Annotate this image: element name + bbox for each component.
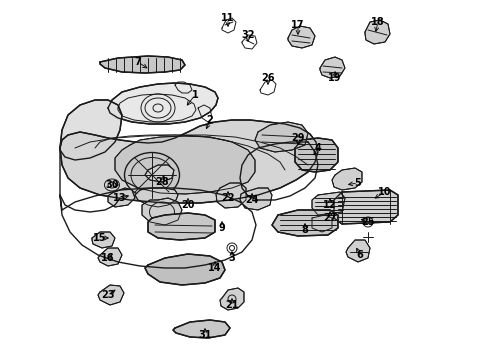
Polygon shape [365, 20, 390, 44]
Polygon shape [145, 165, 174, 182]
Polygon shape [255, 122, 308, 152]
Text: 8: 8 [301, 225, 308, 235]
Polygon shape [216, 183, 246, 208]
Text: 22: 22 [221, 193, 235, 203]
Text: 13: 13 [113, 193, 127, 203]
Text: 17: 17 [291, 20, 305, 30]
Text: 21: 21 [225, 300, 239, 310]
Polygon shape [108, 188, 135, 207]
Polygon shape [312, 192, 345, 215]
Text: 4: 4 [315, 143, 321, 153]
Text: 15: 15 [93, 233, 107, 243]
Text: 23: 23 [101, 290, 115, 300]
Text: 29: 29 [291, 133, 305, 143]
Polygon shape [173, 320, 230, 338]
Text: 10: 10 [378, 187, 392, 197]
Text: 18: 18 [371, 17, 385, 27]
Polygon shape [288, 26, 315, 48]
Text: 7: 7 [135, 57, 142, 67]
Polygon shape [220, 288, 244, 310]
Text: 14: 14 [208, 263, 222, 273]
Text: 32: 32 [241, 30, 255, 40]
Text: 2: 2 [207, 115, 213, 125]
Polygon shape [135, 188, 178, 207]
Text: 24: 24 [245, 195, 259, 205]
Text: 27: 27 [323, 213, 337, 223]
Text: 3: 3 [229, 253, 235, 263]
Polygon shape [295, 138, 338, 172]
Polygon shape [148, 213, 215, 240]
Polygon shape [108, 83, 218, 124]
Text: 20: 20 [181, 200, 195, 210]
Text: 16: 16 [101, 253, 115, 263]
Polygon shape [98, 248, 122, 266]
Polygon shape [272, 210, 338, 236]
Text: 30: 30 [105, 180, 119, 190]
Text: 6: 6 [357, 250, 364, 260]
Text: 31: 31 [198, 330, 212, 340]
Text: 25: 25 [361, 217, 375, 227]
Polygon shape [60, 100, 122, 160]
Polygon shape [312, 215, 332, 232]
Polygon shape [334, 190, 398, 224]
Polygon shape [346, 240, 370, 262]
Polygon shape [98, 285, 124, 305]
Polygon shape [320, 57, 345, 78]
Polygon shape [100, 56, 185, 73]
Polygon shape [115, 136, 255, 194]
Polygon shape [332, 168, 362, 190]
Text: 1: 1 [192, 90, 198, 100]
Text: 9: 9 [219, 223, 225, 233]
Polygon shape [60, 120, 318, 203]
Polygon shape [92, 232, 115, 248]
Polygon shape [145, 254, 225, 285]
Text: 26: 26 [261, 73, 275, 83]
Polygon shape [142, 198, 182, 225]
Text: 5: 5 [355, 178, 362, 188]
Text: 11: 11 [221, 13, 235, 23]
Text: 12: 12 [323, 200, 337, 210]
Text: 19: 19 [328, 73, 342, 83]
Text: 28: 28 [155, 177, 169, 187]
Polygon shape [240, 188, 272, 210]
